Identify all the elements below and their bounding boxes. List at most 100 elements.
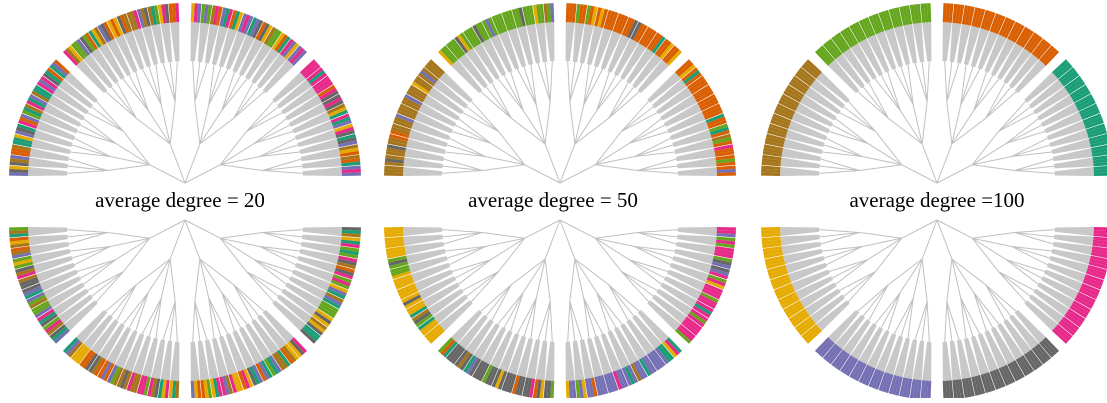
dendrogram-edge: [95, 100, 124, 132]
leaf-color-tip: [249, 365, 261, 385]
leaf-color-tip: [51, 61, 68, 77]
dendrogram-edge: [221, 78, 248, 111]
leaf-color-tip: [445, 343, 461, 361]
leaf-stub: [613, 38, 639, 77]
leaf-color-tip: [763, 147, 783, 154]
leaf-color-tip: [703, 285, 722, 297]
leaf-color-tip: [140, 8, 148, 28]
leaf-stub: [98, 323, 125, 360]
leaf-color-tip: [775, 106, 794, 118]
dendrogram-edge: [530, 298, 537, 339]
leaf-color-tip: [15, 267, 36, 277]
dendrogram-edge: [887, 258, 923, 286]
dendrogram-edge: [233, 82, 254, 119]
dendrogram-edge: [497, 237, 526, 273]
dendrogram-edge: [549, 61, 553, 102]
leaf-color-tip: [9, 158, 30, 164]
leaf-color-tip: [271, 353, 286, 371]
dendrogram-edge: [116, 284, 137, 321]
leaf-color-tip: [874, 370, 885, 390]
dendrogram-edge: [608, 284, 629, 321]
leaf-color-tip: [122, 370, 133, 390]
dendrogram-edge: [194, 301, 201, 342]
leaf-color-tip: [396, 283, 416, 294]
leaf-stub: [795, 103, 834, 127]
leaf-color-tip: [1018, 28, 1032, 47]
leaf-stub: [403, 157, 443, 169]
leaf-color-tip: [339, 246, 360, 253]
leaf-color-tip: [82, 34, 96, 52]
leaf-color-tip: [1007, 363, 1019, 382]
leaf-stub: [663, 103, 702, 127]
leaf-color-tip: [13, 258, 33, 266]
leaf-color-tip: [716, 168, 736, 173]
dendrogram-edge: [107, 164, 150, 172]
dendrogram-edge: [466, 106, 499, 132]
leaf-color-tip: [1092, 239, 1107, 245]
leaf-color-tip: [536, 4, 542, 24]
leaf-stub: [28, 166, 68, 176]
dendrogram-edge: [246, 271, 275, 303]
leaf-color-tip: [771, 116, 791, 127]
leaf-color-tip: [1009, 361, 1022, 380]
dendrogram-edge: [443, 158, 483, 171]
leaf-color-tip: [103, 21, 115, 40]
leaf-stub: [780, 166, 820, 176]
dendrogram-edge: [828, 130, 868, 144]
dendrogram-edge: [857, 91, 889, 119]
leaf-color-tip: [565, 380, 570, 400]
leaf-color-tip: [399, 288, 419, 300]
leaf-color-tip: [902, 5, 910, 26]
leaf-color-tip: [454, 36, 469, 54]
leaf-color-tip: [961, 5, 969, 25]
leaf-color-tip: [578, 379, 584, 399]
dendrogram-edge: [843, 271, 876, 297]
leaf-color-tip: [546, 380, 552, 400]
dendrogram-edge: [169, 61, 176, 102]
dendrogram-edge: [259, 144, 299, 157]
leaf-color-tip: [97, 24, 110, 43]
leaf-stub: [52, 288, 89, 317]
dendrogram-edge: [259, 245, 300, 252]
leaf-color-tip: [19, 276, 39, 287]
leaf-color-tip: [426, 61, 443, 77]
leaf-color-tip: [390, 129, 410, 139]
leaf-stub: [257, 53, 287, 89]
leaf-color-tip: [858, 364, 870, 384]
leaf-color-tip: [783, 90, 802, 103]
dendrogram-edge: [629, 259, 669, 273]
dendrogram-edge: [629, 259, 662, 285]
leaf-color-tip: [762, 154, 782, 161]
dendrogram-edge: [926, 61, 930, 102]
leaf-color-tip: [393, 119, 413, 129]
leaf-color-tip: [419, 69, 437, 85]
leaf-color-tip: [334, 126, 355, 136]
leaf-stub: [903, 23, 918, 64]
dendrogram-edge: [199, 117, 235, 145]
leaf-color-tip: [12, 255, 32, 263]
dendrogram-edge: [583, 298, 604, 335]
leaf-color-tip: [231, 10, 241, 30]
leaf-stub: [1009, 53, 1039, 89]
leaf-color-tip: [781, 93, 800, 106]
dendrogram-edge: [951, 117, 987, 145]
leaf-color-tip: [26, 99, 45, 112]
dendrogram-edge: [254, 118, 287, 144]
dendrogram-edge: [637, 158, 677, 171]
leaf-stub: [458, 53, 488, 89]
leaf-color-tip: [246, 367, 258, 386]
leaf-color-tip: [394, 276, 414, 287]
leaf-stub: [1024, 72, 1058, 103]
dendrogram-edge: [1014, 229, 1055, 233]
leaf-color-tip: [836, 353, 851, 371]
leaf-color-tip: [822, 42, 838, 60]
leaf-color-tip: [1083, 276, 1103, 287]
leaf-color-tip: [855, 21, 867, 40]
leaf-color-tip: [49, 64, 66, 79]
leaf-color-tip: [710, 264, 730, 274]
leaf-stub: [406, 248, 446, 265]
leaf-color-tip: [641, 28, 655, 47]
leaf-color-tip: [319, 302, 338, 316]
leaf-stub: [31, 138, 71, 155]
leaf-color-tip: [442, 45, 458, 62]
